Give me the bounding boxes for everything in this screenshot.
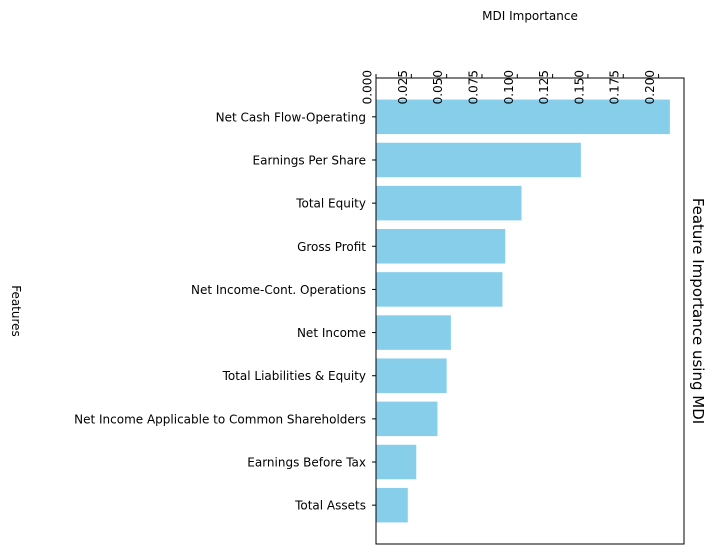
y-tick-label: Net Income	[297, 326, 366, 340]
bar	[376, 142, 581, 178]
y-tick-label: Net Income-Cont. Operations	[191, 283, 366, 297]
bar	[376, 185, 522, 221]
y-tick-label: Earnings Before Tax	[247, 456, 366, 470]
bar	[376, 358, 447, 393]
plot-frame	[375, 77, 685, 545]
bar	[376, 229, 506, 264]
x-tick-label: 0.075	[466, 70, 480, 104]
x-axis-label: MDI Importance	[482, 9, 578, 23]
y-tick-label: Total Equity	[295, 197, 366, 211]
y-tick-label: Net Cash Flow-Operating	[216, 110, 366, 124]
y-axis-label: Features	[9, 285, 23, 337]
x-tick-label: 0.050	[431, 70, 445, 104]
bar	[376, 401, 438, 437]
x-tick-label: 0.150	[572, 70, 586, 104]
x-tick-label: 0.100	[502, 70, 516, 104]
bar	[376, 444, 417, 480]
x-tick-label: 0.175	[608, 70, 622, 104]
x-tick-label: 0.125	[537, 70, 551, 104]
bar	[376, 487, 408, 523]
y-tick-label: Net Income Applicable to Common Sharehol…	[74, 412, 366, 426]
y-tick-label: Earnings Per Share	[253, 153, 366, 167]
y-tick-label: Gross Profit	[297, 240, 366, 254]
x-tick-label: 0.025	[396, 70, 410, 104]
bar-group	[376, 99, 670, 523]
y-tick-label: Total Assets	[294, 499, 366, 513]
bar	[376, 99, 670, 135]
y-tick-label: Total Liabilities & Equity	[222, 369, 366, 383]
x-axis-ticks: 0.000 0.025 0.050 0.075 0.100 0.125 0.150 0.175…	[361, 70, 660, 104]
x-tick-label: 0.200	[643, 70, 657, 104]
y-axis-ticks: Net Cash Flow-Operating Earnings Per Shar…	[74, 110, 376, 513]
chart-title: Feature Importance using MDI	[689, 198, 707, 424]
bar	[376, 315, 451, 350]
x-tick-label: 0.000	[361, 70, 375, 104]
bar	[376, 272, 503, 307]
